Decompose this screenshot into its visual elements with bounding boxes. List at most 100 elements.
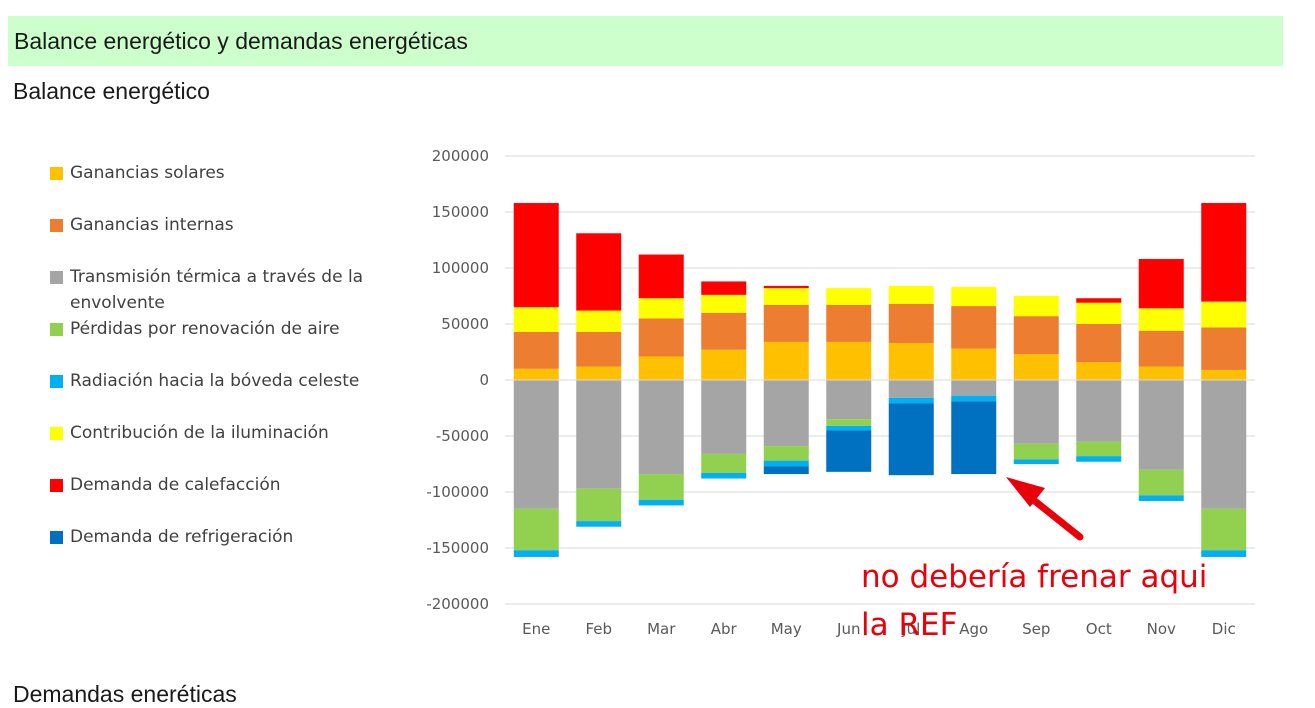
bar-internas bbox=[513, 331, 559, 369]
legend-swatch-calefaccion bbox=[50, 479, 63, 492]
bar-solares bbox=[576, 366, 622, 380]
legend-swatch-transmision bbox=[50, 271, 63, 284]
bar-iluminacion bbox=[826, 288, 872, 305]
bar-refrigeracion bbox=[826, 430, 872, 472]
page-header: Balance energético y demandas energética… bbox=[8, 16, 1283, 66]
bar-iluminacion bbox=[1013, 296, 1059, 317]
bar-radiacion bbox=[763, 460, 809, 467]
bar-radiacion bbox=[1201, 550, 1247, 557]
bar-calefaccion bbox=[1076, 298, 1122, 303]
y-tick-label: -50000 bbox=[436, 427, 489, 445]
bar-internas bbox=[826, 304, 872, 342]
bar-renovacion bbox=[1201, 508, 1247, 551]
bar-calefaccion bbox=[638, 254, 684, 299]
balance-section-title: Balance energético bbox=[13, 78, 210, 104]
bar-iluminacion bbox=[763, 288, 809, 305]
bar-calefaccion bbox=[576, 233, 622, 311]
bar-internas bbox=[888, 303, 934, 344]
bar-internas bbox=[763, 304, 809, 342]
y-tick-label: 0 bbox=[479, 371, 489, 389]
bar-renovacion bbox=[1138, 469, 1184, 496]
y-tick-label: -200000 bbox=[426, 595, 489, 613]
bar-solares bbox=[888, 343, 934, 380]
legend-label-solares: Ganancias solares bbox=[70, 163, 225, 183]
bar-radiacion bbox=[576, 521, 622, 527]
bar-iluminacion bbox=[1138, 308, 1184, 331]
x-tick-label: Mar bbox=[647, 620, 676, 638]
legend-label-renovacion: Pérdidas por renovación de aire bbox=[70, 319, 340, 339]
bar-iluminacion bbox=[701, 294, 747, 313]
bar-internas bbox=[1013, 316, 1059, 355]
y-tick-label: -150000 bbox=[426, 539, 489, 557]
legend-item-iluminacion: Contribución de la iluminación bbox=[50, 420, 390, 446]
legend-label-internas: Ganancias internas bbox=[70, 215, 234, 235]
bar-renovacion bbox=[763, 446, 809, 461]
bar-solares bbox=[1138, 366, 1184, 380]
demands-section-title: Demandas eneréticas bbox=[13, 681, 237, 707]
bar-solares bbox=[701, 349, 747, 380]
bar-internas bbox=[1076, 324, 1122, 363]
x-tick-label: Ago bbox=[959, 620, 988, 638]
bar-calefaccion bbox=[763, 285, 809, 289]
legend-label-radiacion: Radiación hacia la bóveda celeste bbox=[70, 371, 360, 391]
bar-radiacion bbox=[1138, 495, 1184, 501]
x-tick-label: Feb bbox=[585, 620, 612, 638]
y-tick-label: 150000 bbox=[432, 203, 489, 221]
legend-swatch-internas bbox=[50, 219, 63, 232]
bar-iluminacion bbox=[576, 310, 622, 332]
bar-internas bbox=[1201, 327, 1247, 370]
bar-renovacion bbox=[513, 508, 559, 551]
legend-swatch-renovacion bbox=[50, 323, 63, 336]
bar-renovacion bbox=[701, 453, 747, 473]
bar-iluminacion bbox=[638, 298, 684, 319]
legend-label-calefaccion: Demanda de calefacción bbox=[70, 475, 281, 495]
legend-label-transmision: Transmisión térmica a través de la envol… bbox=[70, 267, 364, 313]
bar-internas bbox=[576, 331, 622, 367]
bar-transmision bbox=[701, 380, 747, 454]
bar-solares bbox=[763, 341, 809, 380]
bar-internas bbox=[638, 318, 684, 357]
bar-transmision bbox=[888, 380, 934, 398]
bar-refrigeracion bbox=[888, 403, 934, 476]
bar-radiacion bbox=[826, 425, 872, 431]
x-tick-label: Sep bbox=[1022, 620, 1050, 638]
bar-radiacion bbox=[951, 395, 997, 402]
annotation-text-line1: no debería frenar aqui bbox=[861, 559, 1207, 595]
bar-calefaccion bbox=[1138, 259, 1184, 309]
annotation-text-line2: la REF bbox=[861, 607, 957, 643]
bar-transmision bbox=[951, 380, 997, 396]
bar-solares bbox=[638, 356, 684, 380]
legend-item-solares: Ganancias solares bbox=[50, 160, 390, 186]
bar-iluminacion bbox=[1201, 301, 1247, 328]
legend-swatch-radiacion bbox=[50, 375, 63, 388]
bar-transmision bbox=[1201, 380, 1247, 509]
bar-radiacion bbox=[1013, 459, 1059, 464]
legend-item-refrigeracion: Demanda de refrigeración bbox=[50, 524, 390, 550]
bar-transmision bbox=[638, 380, 684, 475]
bar-transmision bbox=[826, 380, 872, 420]
legend-item-calefaccion: Demanda de calefacción bbox=[50, 472, 390, 498]
bar-renovacion bbox=[1013, 443, 1059, 460]
legend-swatch-refrigeracion bbox=[50, 531, 63, 544]
x-tick-label: Jun bbox=[836, 620, 860, 638]
bar-transmision bbox=[1076, 380, 1122, 442]
bar-solares bbox=[1201, 369, 1247, 380]
legend-item-radiacion: Radiación hacia la bóveda celeste bbox=[50, 368, 390, 394]
bar-renovacion bbox=[576, 488, 622, 522]
bar-calefaccion bbox=[1201, 203, 1247, 302]
bar-iluminacion bbox=[888, 285, 934, 304]
bar-renovacion bbox=[638, 474, 684, 500]
bar-refrigeracion bbox=[951, 401, 997, 475]
bar-radiacion bbox=[638, 499, 684, 506]
y-tick-label: 100000 bbox=[432, 259, 489, 277]
y-tick-label: 50000 bbox=[441, 315, 489, 333]
x-tick-label: Abr bbox=[711, 620, 738, 638]
bar-renovacion bbox=[1076, 441, 1122, 457]
bar-transmision bbox=[1013, 380, 1059, 444]
balance-chart: 200000 150000 100000 50000 0 -50000 -100000 -15… bbox=[426, 147, 1255, 643]
bar-refrigeracion bbox=[763, 466, 809, 475]
x-tick-label: Dic bbox=[1212, 620, 1236, 638]
bar-solares bbox=[826, 341, 872, 380]
bar-internas bbox=[701, 312, 747, 350]
bar-renovacion bbox=[826, 419, 872, 426]
